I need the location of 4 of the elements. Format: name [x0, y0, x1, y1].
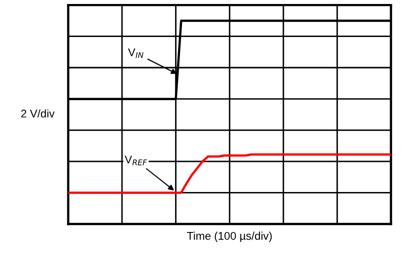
- annotation: V$_{IN}$: [128, 48, 144, 58]
- annotation: V$_{REF}$: [124, 156, 148, 166]
- x-axis-title: Time (100 µs/div): [187, 232, 272, 242]
- y-axis-title: 2 V/div: [21, 109, 55, 118]
